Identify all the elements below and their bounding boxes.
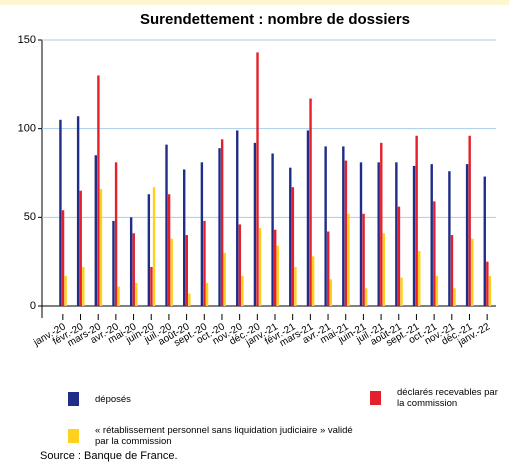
bar bbox=[311, 256, 315, 306]
legend-item: déclarés recevables par la commission bbox=[370, 387, 505, 409]
bar bbox=[382, 233, 386, 306]
bar bbox=[342, 146, 345, 306]
bar bbox=[486, 261, 489, 306]
bar bbox=[433, 201, 436, 306]
bar bbox=[258, 227, 262, 306]
bar bbox=[97, 75, 100, 306]
bar bbox=[64, 275, 67, 306]
bar bbox=[112, 220, 115, 306]
y-tick-label: 0 bbox=[30, 300, 36, 312]
bar bbox=[329, 279, 333, 306]
bar bbox=[223, 252, 226, 306]
bar bbox=[117, 286, 120, 306]
bar bbox=[291, 187, 295, 306]
bar bbox=[132, 233, 135, 306]
bar bbox=[218, 148, 221, 306]
bar bbox=[135, 282, 138, 306]
bar bbox=[253, 142, 257, 306]
bar bbox=[99, 188, 103, 306]
bar bbox=[347, 213, 350, 306]
bar bbox=[271, 153, 274, 306]
bar bbox=[397, 206, 401, 306]
bar bbox=[236, 130, 239, 306]
bar bbox=[344, 160, 348, 306]
legend-label: déclarés recevables par la commission bbox=[397, 387, 498, 409]
bar bbox=[220, 139, 224, 306]
legend-label: déposés bbox=[95, 393, 131, 405]
bar bbox=[150, 266, 153, 306]
bar bbox=[188, 293, 191, 306]
bar bbox=[415, 135, 418, 306]
bar bbox=[453, 288, 456, 306]
legend-swatch bbox=[68, 392, 79, 406]
source: Source : Banque de France. bbox=[40, 450, 178, 462]
bar bbox=[165, 144, 168, 306]
bar bbox=[61, 210, 65, 306]
bar bbox=[471, 238, 474, 306]
bar bbox=[418, 251, 421, 306]
chart: Surendettement : nombre de dossiers 0 50 1… bbox=[0, 0, 509, 349]
bar bbox=[274, 229, 277, 306]
bar bbox=[465, 164, 469, 306]
bar bbox=[377, 162, 380, 306]
bar bbox=[395, 162, 398, 306]
bar bbox=[147, 194, 151, 306]
legend-label: « rétablissement personnel sans liquidat… bbox=[95, 425, 353, 447]
bar bbox=[324, 146, 327, 306]
bar bbox=[241, 275, 244, 306]
bar bbox=[152, 187, 156, 306]
bar bbox=[327, 231, 330, 306]
bar bbox=[82, 266, 85, 306]
bar bbox=[289, 167, 292, 306]
chart-title: Surendettement : nombre de dossiers bbox=[140, 11, 410, 28]
bar bbox=[309, 98, 312, 307]
legend-swatch bbox=[68, 429, 79, 443]
top-band bbox=[0, 0, 509, 5]
bar bbox=[276, 245, 279, 306]
bar bbox=[448, 171, 451, 306]
bar bbox=[380, 142, 383, 306]
bar bbox=[94, 155, 97, 306]
bar bbox=[450, 235, 454, 306]
bar bbox=[468, 135, 471, 306]
bar bbox=[256, 52, 259, 307]
bar bbox=[238, 224, 242, 306]
bar bbox=[79, 190, 82, 306]
bar bbox=[488, 275, 492, 306]
bar bbox=[365, 288, 368, 306]
bar bbox=[430, 164, 433, 306]
bar bbox=[76, 116, 80, 307]
bar bbox=[129, 217, 133, 306]
bar bbox=[203, 220, 206, 306]
bar bbox=[200, 162, 204, 306]
bar bbox=[167, 194, 171, 306]
bar bbox=[294, 266, 297, 306]
bar bbox=[483, 176, 486, 306]
legend-swatch bbox=[370, 391, 381, 405]
bar bbox=[435, 275, 439, 306]
bar bbox=[362, 213, 365, 306]
bar bbox=[170, 238, 173, 306]
bar bbox=[400, 277, 403, 306]
bar bbox=[205, 282, 209, 306]
legend-item: déposés bbox=[68, 392, 288, 406]
bar bbox=[59, 119, 62, 306]
bar bbox=[306, 130, 310, 306]
y-tick-label: 150 bbox=[18, 34, 36, 46]
legend-item: « rétablissement personnel sans liquidat… bbox=[68, 425, 368, 447]
bar bbox=[114, 162, 118, 306]
bar bbox=[412, 165, 416, 306]
bar bbox=[185, 235, 188, 306]
y-tick-label: 50 bbox=[24, 211, 36, 223]
y-tick-label: 100 bbox=[18, 123, 36, 135]
bar bbox=[183, 169, 186, 306]
bar bbox=[359, 162, 363, 306]
